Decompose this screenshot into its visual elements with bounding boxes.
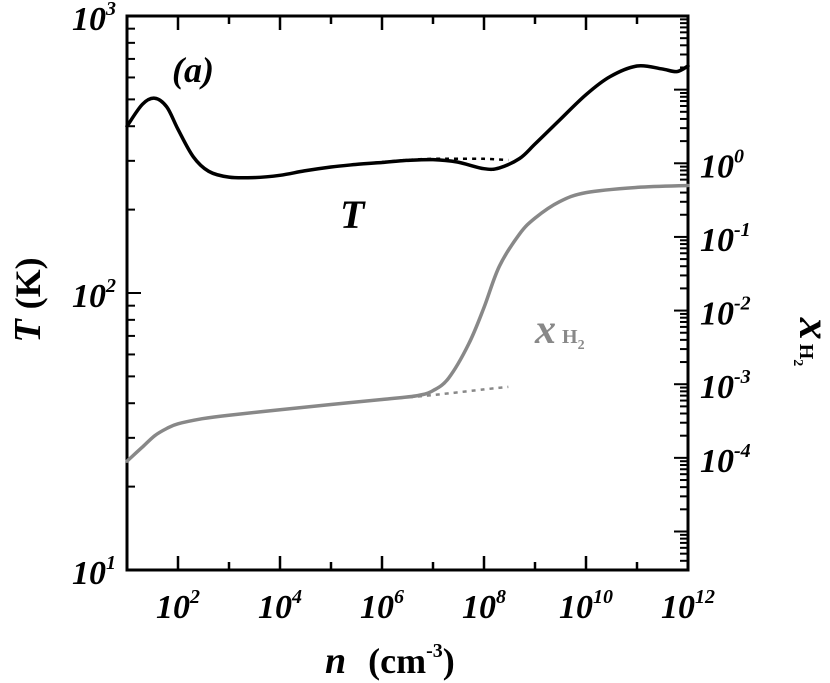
tick-marks (125, 15, 690, 571)
x-tick-label: 108 (462, 586, 506, 626)
x-axis-var: n (325, 640, 346, 682)
y-right-sub: H (795, 344, 817, 360)
y-left-tick-label: 102 (72, 275, 116, 315)
xh2-annotation-sub2: 2 (578, 338, 585, 353)
y-left-var: T (7, 318, 49, 343)
x-tick-label: 102 (156, 586, 200, 626)
xh2-curve-annotation: x H2 (534, 307, 585, 353)
svg-text:xH2: xH2 (790, 317, 830, 367)
xh2-curve (125, 183, 690, 463)
y-left-label: T (K) (7, 257, 49, 342)
x-axis-unit: (cm (368, 641, 426, 681)
y-left-unit: (K) (8, 257, 48, 309)
series-group (125, 63, 690, 463)
t-curve-annotation: T (340, 192, 366, 237)
y-right-tick-label: 10-4 (700, 440, 751, 480)
x-tick-label: 1012 (661, 586, 715, 626)
y-left-tick-label: 103 (72, 0, 116, 38)
x-tick-label: 106 (360, 586, 404, 626)
y-right-tick-label: 10-1 (700, 219, 751, 259)
svg-text:T(K): T (K) (7, 257, 49, 342)
x-axis-unit-close: ) (443, 641, 455, 681)
y-right-label: xH2 (790, 317, 830, 367)
y-right-sub2: 2 (790, 359, 805, 366)
xh2-annotation-main: x (534, 307, 556, 353)
x-tick-label: 1010 (559, 586, 613, 626)
tick-labels: 102 104 106 108 1010 1012 101 102 103 100 10-1 10-2… (72, 0, 751, 626)
plot-frame (125, 14, 690, 572)
panel-label: (a) (172, 50, 214, 90)
x-axis-unit-exp: -3 (426, 640, 443, 662)
y-right-tick-label: 100 (700, 145, 744, 185)
y-right-tick-label: 10-3 (700, 366, 751, 406)
x-tick-label: 104 (258, 586, 302, 626)
xh2-curve-dotted (381, 385, 509, 401)
y-right-tick-label: 10-2 (700, 293, 751, 333)
y-right-var: x (790, 317, 830, 340)
y-left-tick-label: 101 (72, 552, 116, 592)
t-curve-dotted (355, 157, 509, 166)
xh2-annotation-sub: H (562, 326, 578, 348)
x-axis-label: n (cm-3) (325, 640, 455, 682)
